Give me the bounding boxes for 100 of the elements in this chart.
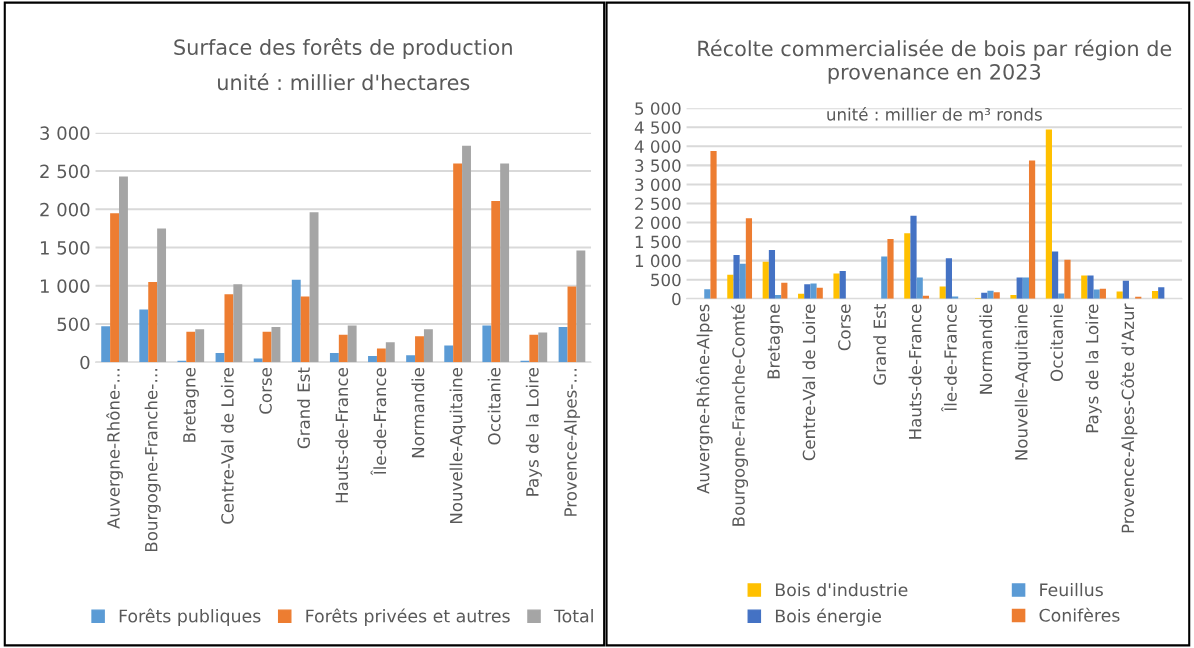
- bar: [916, 277, 923, 299]
- legend-label: Bois d'industrie: [775, 582, 908, 597]
- x-tick-label: Bretagne: [183, 367, 199, 442]
- y-tick-label: 2 000: [635, 216, 681, 230]
- bar: [745, 218, 753, 299]
- bar: [881, 256, 888, 299]
- x-tick-label: Auvergne-Rhône-…: [106, 369, 123, 529]
- bar: [704, 289, 711, 299]
- x-tick-label: Pays de la Loire: [1085, 304, 1102, 433]
- bar: [195, 329, 205, 363]
- bar: [423, 329, 433, 363]
- y-tick-label: 500: [651, 273, 681, 287]
- bar: [1087, 275, 1094, 299]
- bar: [781, 282, 788, 299]
- bar: [1022, 277, 1029, 299]
- y-tick-label: 0: [672, 292, 681, 306]
- bar: [271, 327, 281, 363]
- y-tick-label: 1 000: [40, 279, 90, 293]
- bar: [224, 294, 234, 363]
- x-tick-label: Bourgogne-Franche-Comté: [731, 304, 749, 526]
- bar: [444, 345, 454, 363]
- y-tick-label: 500: [57, 317, 90, 332]
- x-tick-label: Normandie: [979, 304, 993, 394]
- bar: [233, 284, 243, 363]
- bar: [139, 309, 149, 363]
- bar: [810, 283, 817, 299]
- legend-label: Feuillus: [1040, 582, 1103, 597]
- x-tick-label: Nouvelle-Aquitaine: [449, 367, 466, 524]
- bar: [157, 228, 167, 363]
- x-tick-label: Provence-Alpes-…: [563, 369, 581, 516]
- x-tick-label: Auvergne-Rhône-Alpes: [695, 304, 713, 494]
- x-tick-label: Hauts-de-France: [335, 367, 349, 503]
- bar: [119, 176, 128, 363]
- bar: [101, 326, 111, 363]
- bar: [1116, 291, 1123, 299]
- chart-subtitle: unité : millier de m³ ronds: [827, 107, 1042, 121]
- x-tick-label: Centre-Val de Loire: [802, 304, 816, 461]
- bar: [1058, 293, 1065, 299]
- bar: [329, 353, 339, 363]
- bar: [338, 334, 348, 363]
- chart-title: Récolte commercialisée de bois par région de provenance en 2023: [698, 39, 1172, 84]
- y-tick-label: 1 000: [635, 254, 681, 268]
- bar: [110, 213, 120, 363]
- bar: [1122, 280, 1129, 299]
- bar: [253, 358, 263, 363]
- bar: [1051, 251, 1059, 299]
- bar: [148, 281, 158, 363]
- x-tick-label: Île-de-France: [370, 367, 387, 476]
- bar: [368, 356, 377, 363]
- bar: [529, 334, 539, 363]
- bar: [945, 258, 952, 299]
- y-tick-label: 2 000: [40, 202, 90, 217]
- bar: [576, 250, 586, 363]
- x-tick-label: Corse: [838, 304, 851, 351]
- bar: [376, 348, 386, 363]
- y-tick-label: 2 500: [635, 197, 681, 211]
- bar: [762, 261, 769, 299]
- bar: [309, 212, 319, 363]
- x-tick-label: Bourgogne-Franche-…: [144, 369, 161, 552]
- bar: [733, 254, 740, 299]
- bar: [500, 163, 510, 363]
- bar: [1045, 129, 1052, 299]
- bar: [558, 327, 568, 363]
- legend-label: Bois énergie: [775, 608, 881, 626]
- y-tick-label: 4 500: [634, 121, 681, 134]
- y-tick-label: 4 000: [634, 140, 681, 153]
- y-tick-label: 0: [80, 355, 90, 370]
- legend-label: Forêts privées et autres: [306, 608, 510, 626]
- bar: [910, 215, 917, 299]
- x-tick-label: Grand Est: [873, 303, 887, 385]
- x-tick-label: Normandie: [411, 367, 425, 458]
- bar: [1016, 277, 1023, 299]
- bar: [1064, 259, 1071, 299]
- legend-label: Total: [553, 609, 593, 623]
- bar: [491, 200, 501, 363]
- bar: [538, 332, 548, 363]
- x-tick-label: Occitanie: [487, 367, 501, 445]
- legend-label: Forêts publiques: [119, 608, 261, 626]
- chart-title: Surface des forêts de production: [174, 38, 512, 60]
- bar: [887, 238, 894, 299]
- bar: [987, 290, 994, 299]
- bar: [839, 270, 846, 299]
- bar: [347, 325, 357, 363]
- bar: [1028, 160, 1036, 299]
- bar: [462, 145, 471, 363]
- x-tick-label: Pays de la Loire: [525, 367, 542, 496]
- x-tick-label: Nouvelle-Aquitaine: [1014, 304, 1031, 460]
- legend-label: Conifères: [1039, 607, 1120, 622]
- y-tick-label: 3 000: [40, 126, 90, 140]
- x-tick-label: Île-de-France: [941, 304, 957, 412]
- x-tick-label: Centre-Val de Loire: [220, 367, 234, 524]
- bar: [1081, 275, 1088, 299]
- bar: [904, 233, 911, 299]
- bar: [186, 331, 196, 363]
- bar: [727, 274, 734, 299]
- x-tick-label: Grand Est: [297, 367, 310, 449]
- bar: [739, 263, 746, 299]
- bar: [1158, 287, 1165, 299]
- bar: [300, 296, 310, 363]
- bar: [482, 325, 492, 363]
